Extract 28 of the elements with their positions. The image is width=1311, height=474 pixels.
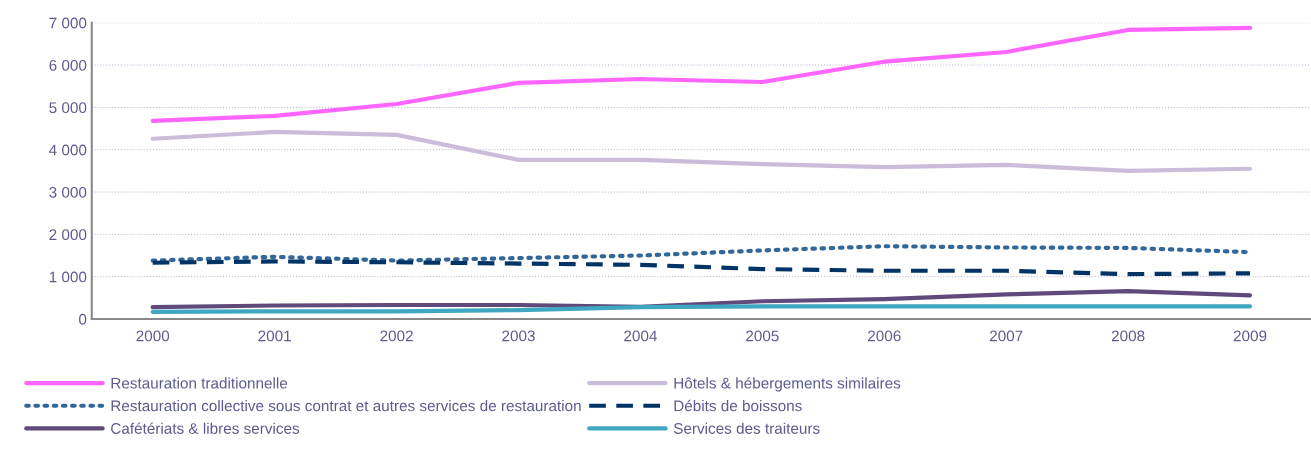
y-tick-label: 3 000 [49,186,87,198]
x-tick-label: 2006 [868,330,901,342]
x-tick-label: 2001 [258,330,291,342]
y-tick-label: 5 000 [49,102,87,114]
legend-label: Restauration traditionnelle [111,377,288,389]
x-tick-label: 2000 [136,330,170,342]
x-tick-label: 2005 [746,330,779,342]
line-series [150,129,1253,173]
y-tick-label: 1 000 [49,271,87,283]
legend-label: Débits de boissons [674,399,802,412]
legend-label: Hôtels & hébergements similaires [674,377,901,392]
y-tick-label: 2 000 [49,229,87,241]
line-series [150,25,1253,124]
legend-label: Restauration collective sous contrat et autres services de restauration [111,400,581,412]
x-tick-label: 2008 [1111,330,1145,342]
line-series [150,288,1253,310]
y-tick-label: 4 000 [49,144,87,156]
x-tick-label: 2009 [1233,330,1267,342]
x-tick-label: 2004 [624,330,657,342]
x-tick-label: 2002 [380,330,413,342]
legend-label: Cafétériats & libres services [111,422,300,434]
line-series [150,259,1253,277]
x-tick-label: 2003 [502,330,535,342]
y-tick-label: 6 000 [49,59,87,71]
x-tick-label: 2007 [989,330,1023,342]
y-tick-label: 7 000 [49,17,87,29]
legend-label: Services des traiteurs [673,422,820,434]
y-tick-label: 0 [79,313,87,325]
